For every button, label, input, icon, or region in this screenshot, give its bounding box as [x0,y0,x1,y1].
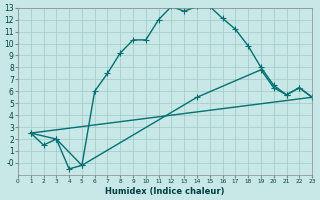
X-axis label: Humidex (Indice chaleur): Humidex (Indice chaleur) [105,187,225,196]
